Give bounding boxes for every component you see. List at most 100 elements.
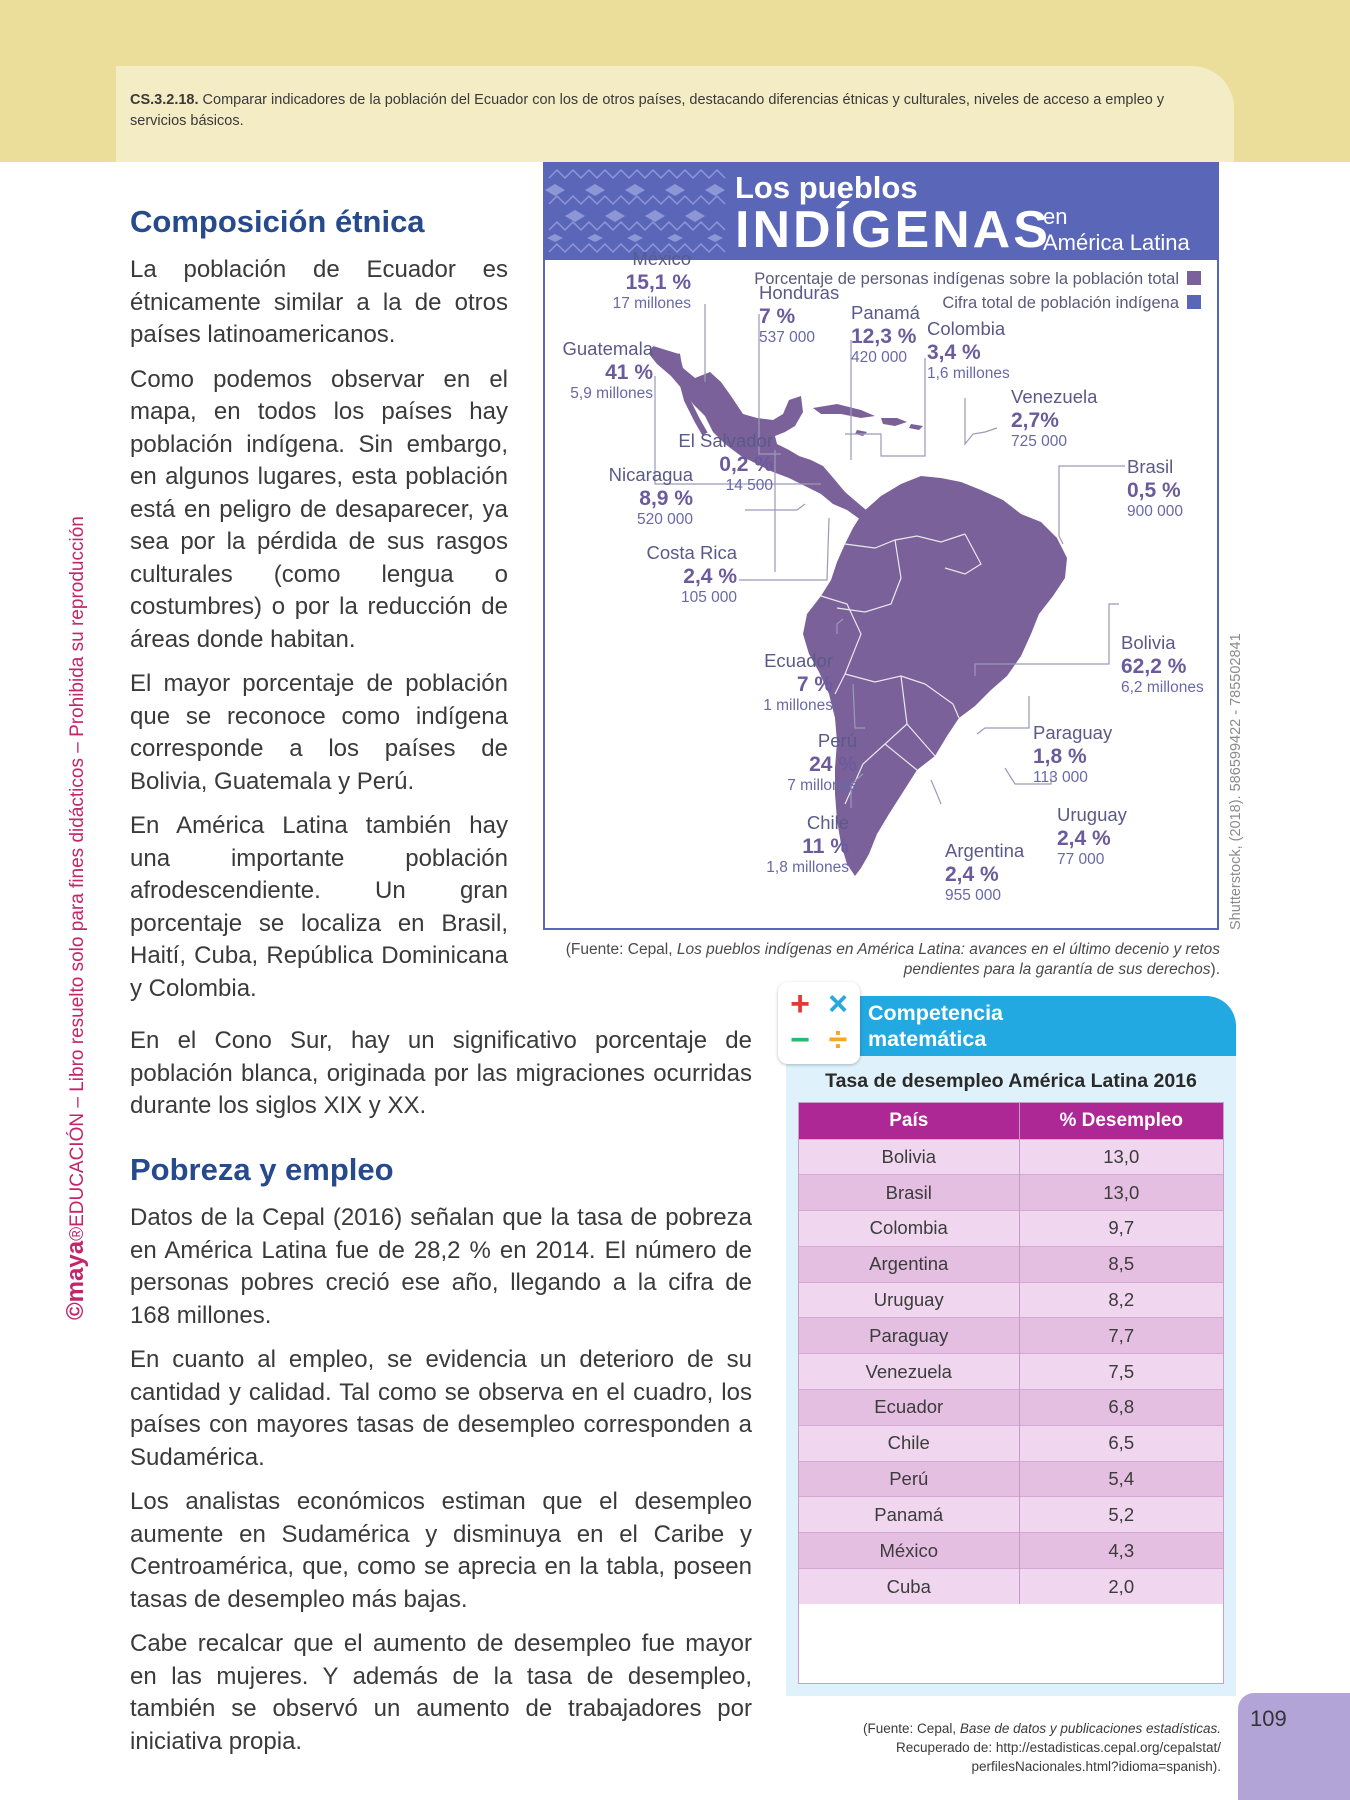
page-number: 109 bbox=[1250, 1706, 1287, 1731]
column-header-rate: % Desempleo bbox=[1019, 1103, 1223, 1139]
table-source: (Fuente: Cepal, Base de datos y publicac… bbox=[863, 1721, 1221, 1774]
table-row: Perú 5,4 bbox=[799, 1460, 1223, 1497]
cell-country: Chile bbox=[799, 1424, 1020, 1462]
paragraph: La población de Ecuador es étnicamente s… bbox=[130, 256, 508, 348]
unemployment-table: País % Desempleo Bolivia 13,0 Brasil 13,0 Co… bbox=[799, 1103, 1223, 1605]
map-title-region: América Latina bbox=[1043, 230, 1190, 255]
cell-rate: 5,2 bbox=[1019, 1496, 1223, 1533]
table-row: Ecuador 6,8 bbox=[799, 1389, 1223, 1426]
cell-country: Bolivia bbox=[799, 1138, 1020, 1175]
cell-country: México bbox=[799, 1532, 1020, 1569]
criterion-box: CS.3.2.18. Comparar indicadores de la po… bbox=[116, 66, 1234, 162]
map-header: Los pueblos INDÍGENAS en América Latina bbox=[545, 164, 1217, 260]
copyright-text: ®EDUCACIÓN – Libro resuelto solo para fi… bbox=[67, 516, 88, 1241]
copyright-side-text: ©maya®EDUCACIÓN – Libro resuelto solo pa… bbox=[56, 480, 96, 1320]
map-source: (Fuente: Cepal, Los pueblos indígenas en… bbox=[565, 941, 1220, 978]
legend-total: Cifra total de población indígena bbox=[942, 294, 1201, 313]
map-label-mexico: México 15,1 % 17 millones bbox=[612, 248, 691, 312]
map-label-brasil: Brasil 0,5 % 900 000 bbox=[1127, 456, 1184, 520]
table-row: Argentina 8,5 bbox=[799, 1245, 1223, 1283]
paragraph: El mayor porcentaje de población que se … bbox=[130, 670, 508, 795]
map-label-venezuela: Venezuela 2,7% 725 000 bbox=[1011, 386, 1098, 450]
cell-country: Perú bbox=[799, 1460, 1020, 1497]
page-number-tab bbox=[1238, 1693, 1350, 1800]
map-title-line2: INDÍGENAS bbox=[735, 201, 1051, 259]
map-mexico-centralamerica bbox=[649, 346, 871, 520]
cell-rate: 13,0 bbox=[1019, 1138, 1223, 1175]
brand-logo: ©maya bbox=[62, 1240, 89, 1320]
section2-column: Datos de la Cepal (2016) señalan que la … bbox=[130, 1202, 752, 1770]
map-label-peru: Perú 24 % 7 millones bbox=[787, 730, 857, 794]
map-label-bolivia: Bolivia 62,2 % 6,2 millones bbox=[1121, 632, 1204, 696]
cell-country: Colombia bbox=[799, 1210, 1020, 1247]
table-row: Venezuela 7,5 bbox=[799, 1353, 1223, 1390]
legend-percentage-label: Porcentaje de personas indígenas sobre l… bbox=[754, 270, 1179, 288]
map-label-argentina: Argentina 2,4 % 955 000 bbox=[945, 840, 1025, 904]
table-row: Brasil 13,0 bbox=[799, 1174, 1223, 1211]
table-row: Paraguay 7,7 bbox=[799, 1317, 1223, 1354]
map-label-uruguay: Uruguay 2,4 % 77 000 bbox=[1057, 804, 1127, 868]
legend-total-swatch bbox=[1187, 295, 1201, 309]
paragraph: En cuanto al empleo, se evidencia un det… bbox=[130, 1346, 752, 1471]
map-label-ecuador: Ecuador 7 % 1 millones bbox=[763, 650, 833, 714]
legend-percentage: Porcentaje de personas indígenas sobre l… bbox=[754, 270, 1201, 289]
decorative-pattern-icon bbox=[545, 168, 726, 254]
cell-country: Uruguay bbox=[799, 1281, 1020, 1318]
column-header-country: País bbox=[799, 1103, 1020, 1139]
indigenous-map-infographic: Los pueblos INDÍGENAS en América Latina … bbox=[543, 162, 1219, 930]
cell-rate: 9,7 bbox=[1019, 1210, 1223, 1247]
map-title-line3: en América Latina bbox=[1043, 204, 1190, 256]
cell-country: Brasil bbox=[799, 1174, 1020, 1211]
math-operations-icon: + × − ÷ bbox=[778, 982, 860, 1064]
paragraph: Como podemos observar en el mapa, en tod… bbox=[130, 365, 508, 653]
cell-rate: 6,5 bbox=[1019, 1424, 1223, 1462]
table-row: Bolivia 13,0 bbox=[799, 1138, 1223, 1175]
cell-rate: 6,8 bbox=[1019, 1389, 1223, 1426]
map-title-en: en bbox=[1043, 204, 1068, 229]
cell-rate: 8,5 bbox=[1019, 1245, 1223, 1283]
cell-rate: 7,5 bbox=[1019, 1353, 1223, 1390]
section1-wide-paragraph: En el Cono Sur, hay un significativo por… bbox=[130, 1025, 752, 1135]
map-title-line1: Los pueblos bbox=[735, 170, 918, 205]
map-label-costa-rica: Costa Rica 2,4 % 105 000 bbox=[646, 542, 737, 606]
legend-total-label: Cifra total de población indígena bbox=[942, 294, 1179, 312]
map-label-paraguay: Paraguay 1,8 % 113 000 bbox=[1033, 722, 1113, 786]
paragraph: En el Cono Sur, hay un significativo por… bbox=[130, 1027, 752, 1119]
unemployment-table-title: Tasa de desempleo América Latina 2016 bbox=[825, 1070, 1197, 1092]
cell-rate: 2,0 bbox=[1019, 1568, 1223, 1605]
map-label-colombia: Colombia 3,4 % 1,6 millones bbox=[927, 318, 1010, 382]
table-row: Chile 6,5 bbox=[799, 1424, 1223, 1462]
cell-country: Ecuador bbox=[799, 1389, 1020, 1426]
table-row: Cuba 2,0 bbox=[799, 1568, 1223, 1605]
section-title-pobreza: Pobreza y empleo bbox=[130, 1152, 394, 1187]
section-title-composicion: Composición étnica bbox=[130, 204, 425, 239]
cell-country: Argentina bbox=[799, 1245, 1020, 1283]
map-label-chile: Chile 11 % 1,8 millones bbox=[766, 812, 849, 876]
map-label-guatemala: Guatemala 41 % 5,9 millones bbox=[562, 338, 654, 402]
table-row: México 4,3 bbox=[799, 1532, 1223, 1569]
legend-percentage-swatch bbox=[1187, 271, 1201, 285]
table-row: Panamá 5,2 bbox=[799, 1496, 1223, 1533]
cell-country: Venezuela bbox=[799, 1353, 1020, 1390]
table-row: Colombia 9,7 bbox=[799, 1210, 1223, 1247]
map-label-nicaragua: Nicaragua 8,9 % 520 000 bbox=[608, 464, 693, 528]
latin-america-map bbox=[649, 304, 1125, 876]
map-label-honduras: Honduras 7 % 537 000 bbox=[759, 282, 840, 346]
map-south-america bbox=[803, 476, 1067, 876]
cell-country: Panamá bbox=[799, 1496, 1020, 1533]
math-header: Competencia matemática bbox=[786, 996, 1236, 1056]
paragraph: Datos de la Cepal (2016) señalan que la … bbox=[130, 1204, 752, 1329]
cell-country: Cuba bbox=[799, 1568, 1020, 1605]
map-label-panama: Panamá 12,3 % 420 000 bbox=[851, 302, 920, 366]
map-caribbean bbox=[813, 404, 923, 436]
math-header-title: Competencia matemática bbox=[868, 1001, 1004, 1051]
math-competency-box: Competencia matemática + × − ÷ Tasa de d… bbox=[778, 982, 1236, 1774]
table-row: Uruguay 8,2 bbox=[799, 1281, 1223, 1318]
paragraph: Los analistas económicos estiman que el … bbox=[130, 1488, 752, 1613]
criterion-text: Comparar indicadores de la población del… bbox=[130, 92, 1165, 129]
map-label-el-salvador: El Salvador 0,2 % 14 500 bbox=[678, 430, 773, 494]
cell-country: Paraguay bbox=[799, 1317, 1020, 1354]
cell-rate: 7,7 bbox=[1019, 1317, 1223, 1354]
cell-rate: 4,3 bbox=[1019, 1532, 1223, 1569]
image-credit: Shutterstock, (2018). 586599422 - 785502… bbox=[1228, 633, 1244, 930]
